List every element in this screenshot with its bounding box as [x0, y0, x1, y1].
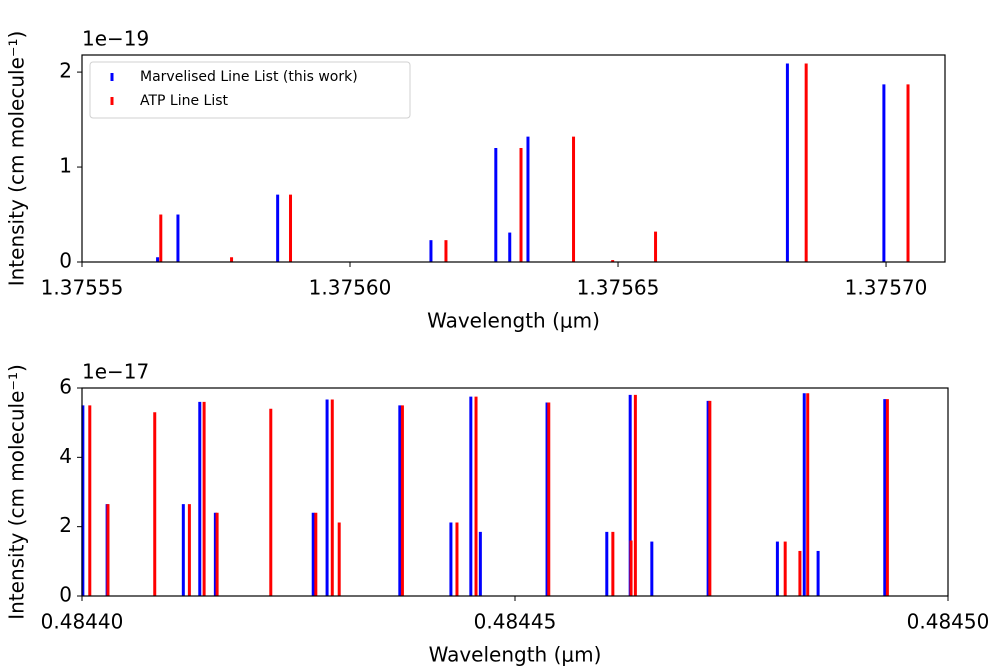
- legend-label: Marvelised Line List (this work): [140, 69, 358, 85]
- offset-label: 1e−19: [82, 27, 149, 51]
- y-tick-label: 0: [59, 249, 72, 273]
- subplot: 1.37555 1.37560 1.37565 1.37570 0 1 2 Wavelengt…: [5, 27, 946, 333]
- x-tick-label: 1.37565: [577, 276, 660, 300]
- axes-frame: [81, 54, 946, 263]
- x-axis-label: Wavelength (μm): [427, 309, 600, 333]
- x-tick-label: 0.48440: [41, 610, 124, 634]
- offset-label: 1e−17: [82, 360, 149, 384]
- x-axis-label: Wavelength (μm): [429, 643, 602, 667]
- legend-frame: [89, 61, 411, 119]
- legend: Marvelised Line List (this work) ATP Line…: [89, 61, 411, 119]
- x-tick-label: 1.37560: [309, 276, 392, 300]
- subplot: 0.48440 0.48445 0.48450 0 2 4 6 Wavelength (μm)…: [5, 360, 990, 667]
- y-axis-label: Intensity (cm molecule⁻¹): [5, 364, 29, 620]
- y-tick-label: 4: [59, 444, 72, 468]
- y-tick-label: 0: [59, 583, 72, 607]
- y-axis-label: Intensity (cm molecule⁻¹): [5, 31, 29, 287]
- y-tick-label: 1: [59, 154, 72, 178]
- x-tick-label: 1.37555: [41, 276, 124, 300]
- y-tick-label: 2: [59, 513, 72, 537]
- x-tick-label: 0.48445: [474, 610, 557, 634]
- x-tick-label: 0.48450: [907, 610, 990, 634]
- x-tick-label: 1.37570: [845, 276, 928, 300]
- y-tick-label: 2: [59, 59, 72, 83]
- y-tick-label: 6: [59, 375, 72, 399]
- legend-label: ATP Line List: [140, 93, 229, 109]
